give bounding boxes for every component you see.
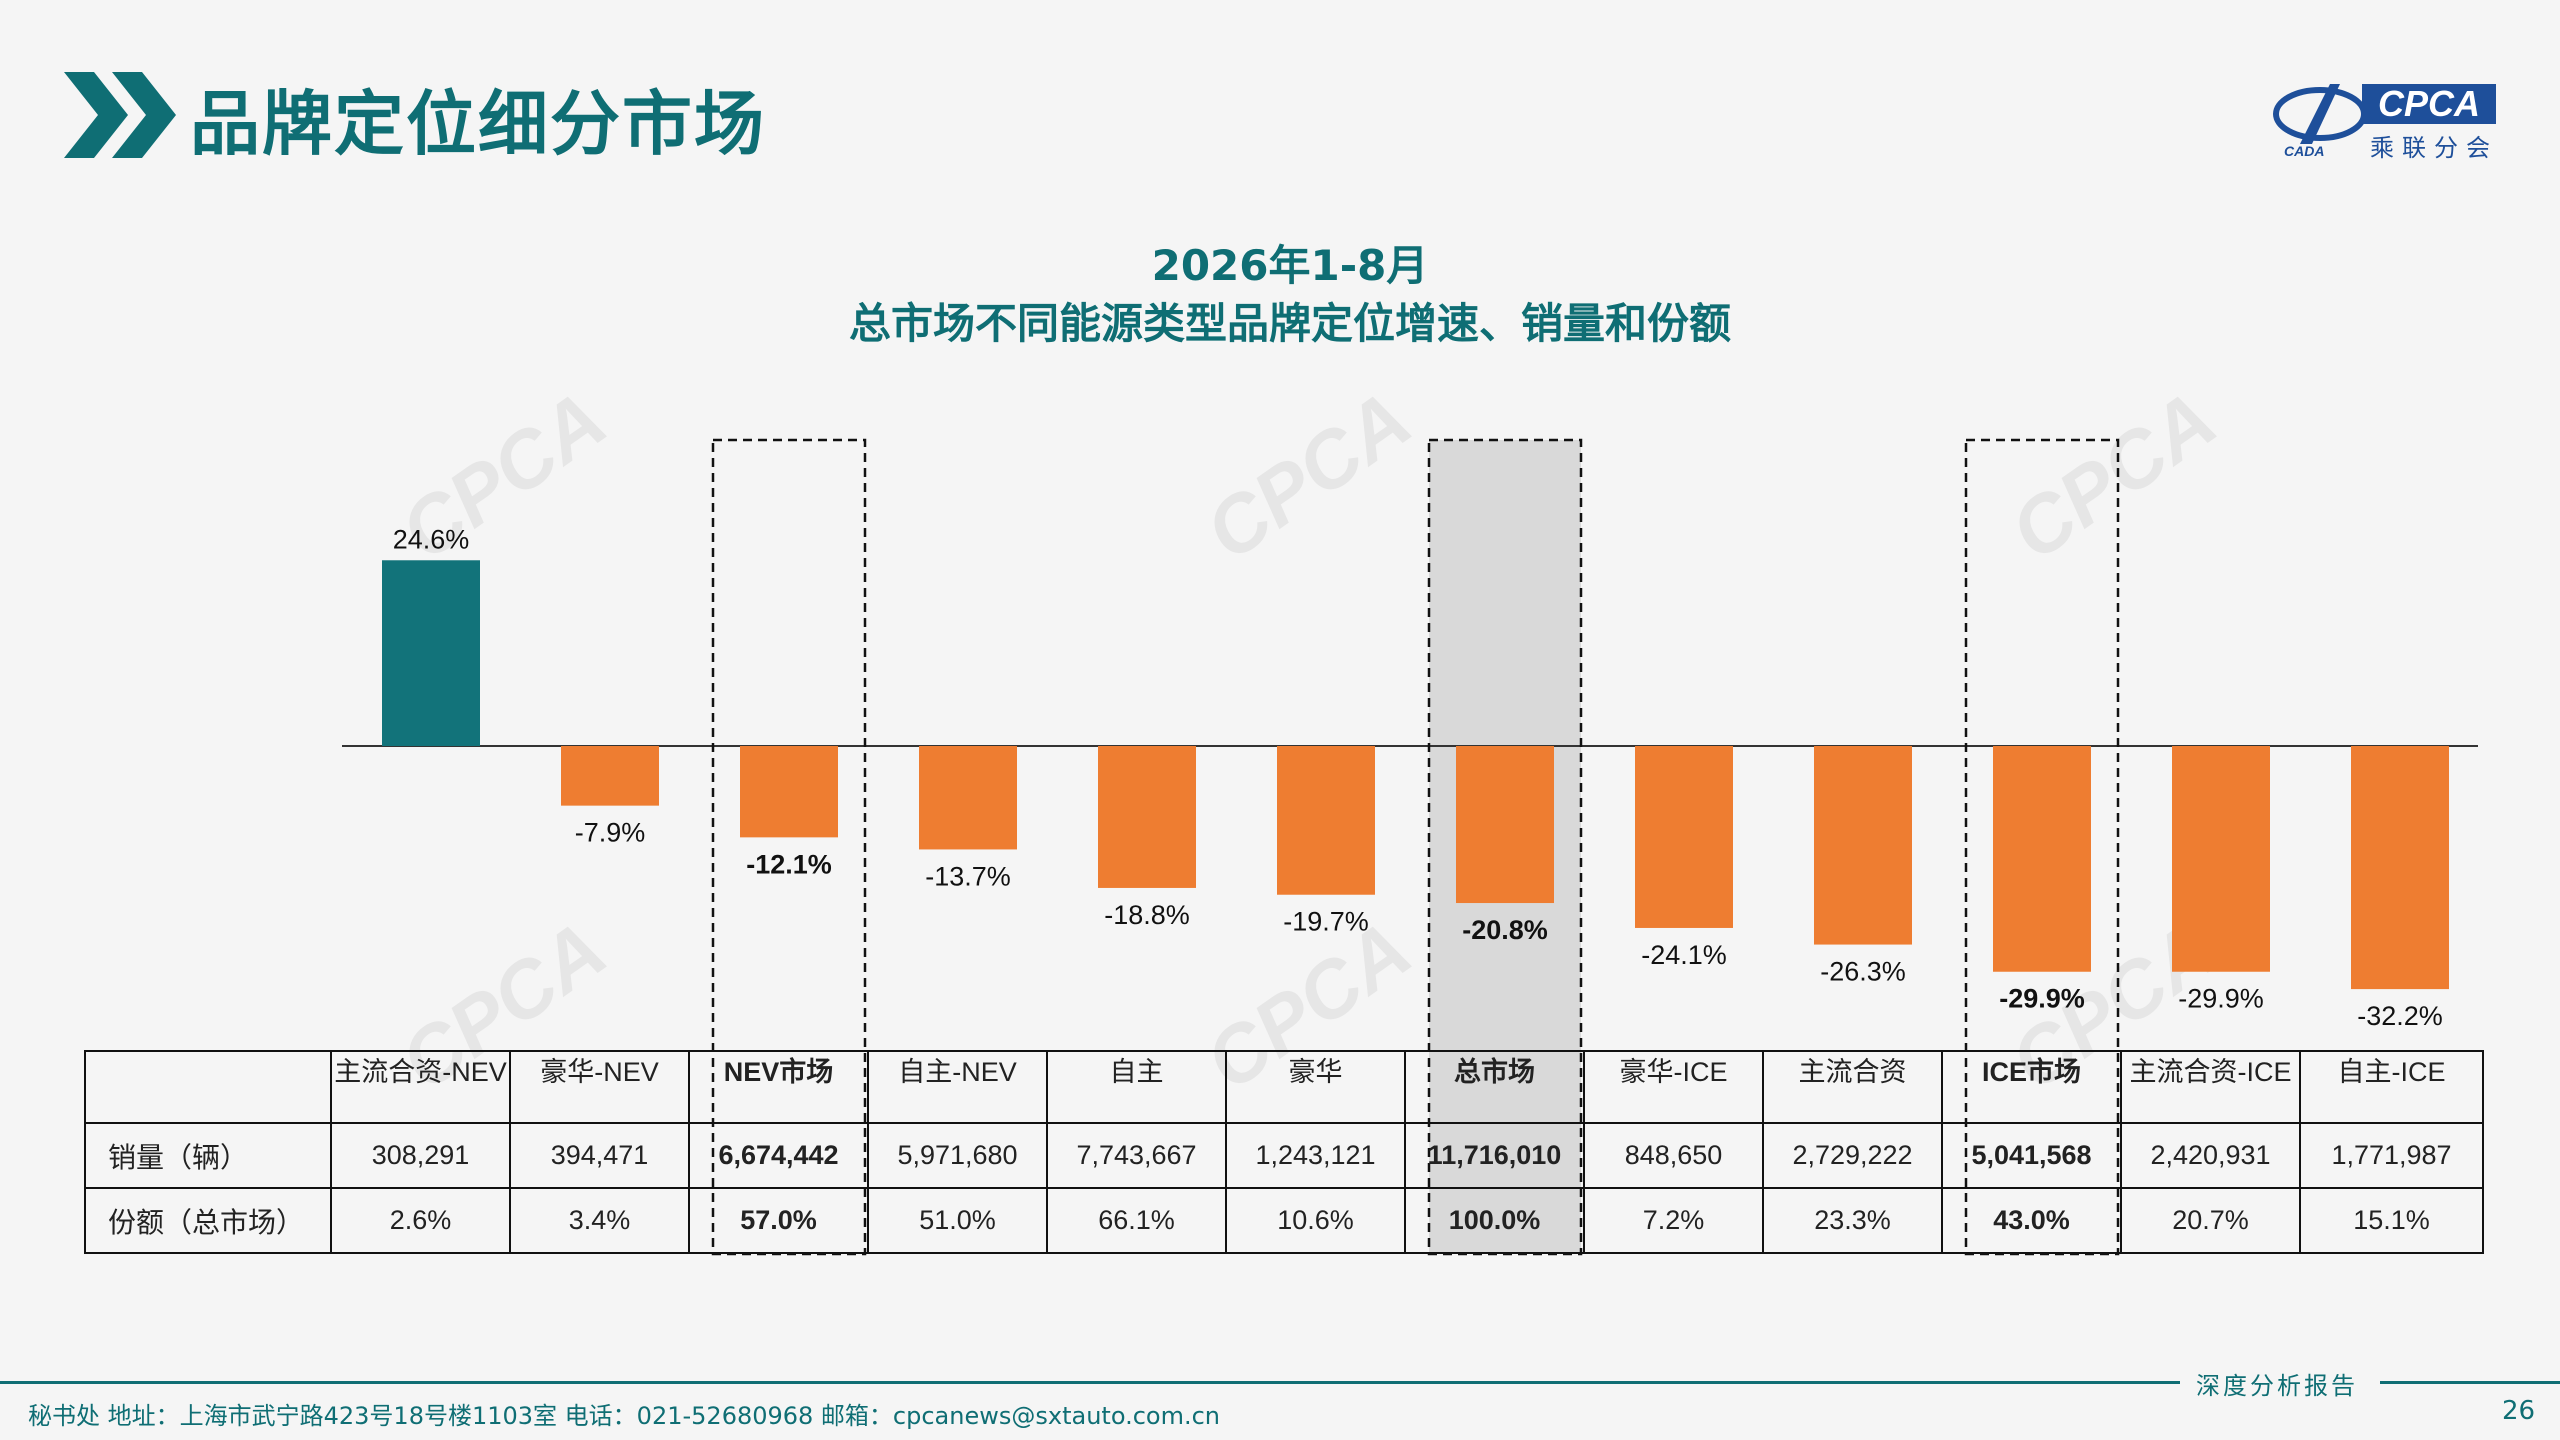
table-cell: 5,971,680: [867, 1122, 1048, 1189]
data-label: -20.8%: [1462, 915, 1548, 945]
table-header-cell: 自主-ICE: [2299, 1050, 2484, 1124]
table-cell: 3.4%: [509, 1187, 690, 1254]
data-label: -32.2%: [2357, 1001, 2443, 1031]
table-cell: 308,291: [330, 1122, 511, 1189]
footer-contact: 秘书处 地址：上海市武宁路423号18号楼1103室 电话：021-526809…: [28, 1402, 1221, 1430]
table-cell: 2,420,931: [2120, 1122, 2301, 1189]
table-header-cell: 豪华-ICE: [1583, 1050, 1764, 1124]
page-number: 26: [2502, 1396, 2536, 1426]
logo-cn: 乘联分会: [2370, 134, 2498, 162]
table-cell: 6,674,442: [688, 1122, 869, 1189]
data-label: -19.7%: [1283, 907, 1369, 937]
highlight-frame: [1427, 438, 1583, 1256]
data-label: -29.9%: [1999, 984, 2085, 1014]
table-row: 份额（总市场） 2.6% 3.4% 57.0% 51.0% 66.1% 10.6…: [84, 1187, 2484, 1254]
bar: [2172, 746, 2270, 972]
chevron-right-icon: [64, 72, 176, 158]
chart-title-line2: 总市场不同能源类型品牌定位增速、销量和份额: [848, 299, 1731, 348]
row-label-volume: 销量（辆）: [84, 1122, 332, 1189]
table-cell: 10.6%: [1225, 1187, 1406, 1254]
table-cell: 1,771,987: [2299, 1122, 2484, 1189]
table-cell: 7.2%: [1583, 1187, 1764, 1254]
table-cell: 100.0%: [1404, 1187, 1585, 1254]
data-label: -29.9%: [2178, 984, 2264, 1014]
table-cell: 66.1%: [1046, 1187, 1227, 1254]
table-cell: 2.6%: [330, 1187, 511, 1254]
table-cell: 43.0%: [1941, 1187, 2122, 1254]
bar: [1098, 746, 1196, 888]
data-label: -12.1%: [746, 849, 832, 879]
logo-mark-text: CADA: [2284, 143, 2324, 158]
highlight-frame: [1964, 438, 2120, 1256]
table-corner-cell: [84, 1050, 332, 1124]
footer-report-label: 深度分析报告: [2196, 1372, 2358, 1400]
bar: [1277, 746, 1375, 895]
data-label: -26.3%: [1820, 957, 1906, 987]
bar: [2351, 746, 2449, 990]
table-header-row: 主流合资-NEV 豪华-NEV NEV市场 自主-NEV 自主 豪华 总市场 豪…: [84, 1050, 2484, 1124]
table-header-cell: ICE市场: [1941, 1050, 2122, 1124]
table-cell: 51.0%: [867, 1187, 1048, 1254]
data-label: -18.8%: [1104, 900, 1190, 930]
bar: [1814, 746, 1912, 945]
data-label: -24.1%: [1641, 940, 1727, 970]
table-cell: 15.1%: [2299, 1187, 2484, 1254]
table-row: 销量（辆） 308,291 394,471 6,674,442 5,971,68…: [84, 1122, 2484, 1189]
footer-divider: [0, 1381, 2180, 1384]
table-cell: 5,041,568: [1941, 1122, 2122, 1189]
table-cell: 7,743,667: [1046, 1122, 1227, 1189]
chart-title-line1: 2026年1-8月: [1151, 241, 1429, 290]
table-cell: 57.0%: [688, 1187, 869, 1254]
bar: [382, 560, 480, 746]
row-label-share: 份额（总市场）: [84, 1187, 332, 1254]
table-header-cell: 豪华: [1225, 1050, 1406, 1124]
data-label: -13.7%: [925, 861, 1011, 891]
table-header-cell: 豪华-NEV: [509, 1050, 690, 1124]
table-cell: 394,471: [509, 1122, 690, 1189]
data-table: 主流合资-NEV 豪华-NEV NEV市场 自主-NEV 自主 豪华 总市场 豪…: [84, 1050, 2484, 1254]
bar: [561, 746, 659, 806]
table-header-cell: 自主: [1046, 1050, 1227, 1124]
table-header-cell: 总市场: [1404, 1050, 1585, 1124]
table-header-cell: 自主-NEV: [867, 1050, 1048, 1124]
table-header-cell: NEV市场: [688, 1050, 869, 1124]
bar: [1456, 746, 1554, 904]
table-cell: 23.3%: [1762, 1187, 1943, 1254]
table-header-cell: 主流合资: [1762, 1050, 1943, 1124]
footer-divider: [2380, 1381, 2560, 1384]
highlight-frame: [711, 438, 867, 1256]
page-title: 品牌定位细分市场: [190, 83, 766, 165]
bar: [740, 746, 838, 838]
data-label: -7.9%: [575, 818, 646, 848]
data-label: 24.6%: [393, 524, 470, 554]
bar: [1635, 746, 1733, 928]
bar: [1993, 746, 2091, 972]
table-cell: 848,650: [1583, 1122, 1764, 1189]
logo-text: CPCA: [2362, 84, 2496, 124]
cpca-logo: CADA CPCA 乘联分会: [2270, 74, 2510, 162]
bar: [919, 746, 1017, 850]
table-cell: 1,243,121: [1225, 1122, 1406, 1189]
table-header-cell: 主流合资-ICE: [2120, 1050, 2301, 1124]
table-cell: 20.7%: [2120, 1187, 2301, 1254]
table-cell: 11,716,010: [1404, 1122, 1585, 1189]
table-cell: 2,729,222: [1762, 1122, 1943, 1189]
table-header-cell: 主流合资-NEV: [330, 1050, 511, 1124]
